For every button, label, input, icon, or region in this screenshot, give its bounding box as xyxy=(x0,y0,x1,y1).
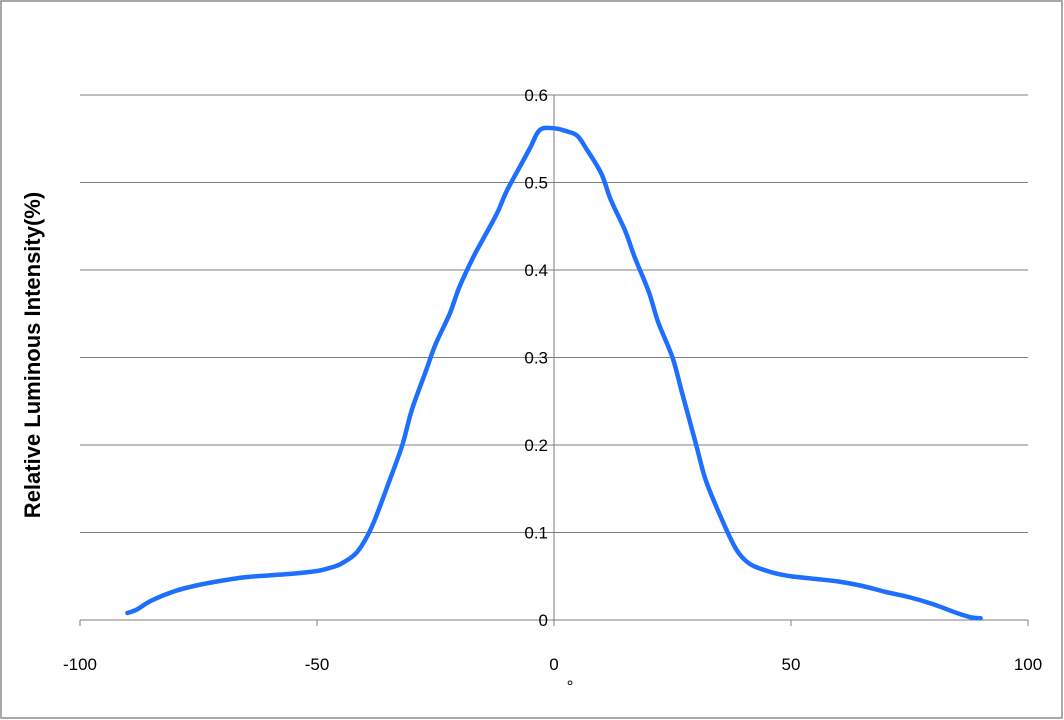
y-tick-label: 0.6 xyxy=(524,86,548,105)
tick-labels: 0 0.1 0.2 0.3 0.4 0.5 0.6 -100 -50 0 50 100 xyxy=(63,86,1042,674)
x-tick-label: 50 xyxy=(782,655,801,674)
y-axis-label: Relative Luminous Intensity(%) xyxy=(20,192,45,518)
series-layer xyxy=(125,125,983,621)
y-tick-label: 0.5 xyxy=(524,174,548,193)
axes xyxy=(79,94,1029,626)
x-tick-label: 0 xyxy=(549,655,558,674)
x-axis-label: ° xyxy=(567,677,574,696)
series-line-0 xyxy=(125,125,983,621)
y-tick-label: 0.1 xyxy=(524,524,548,543)
y-tick-label: 0.3 xyxy=(524,349,548,368)
y-tick-label: 0.2 xyxy=(524,436,548,455)
y-tick-label: 0 xyxy=(539,611,548,630)
y-tick-label: 0.4 xyxy=(524,261,548,280)
x-tick-label: -100 xyxy=(63,655,97,674)
x-tick-label: -50 xyxy=(305,655,330,674)
x-tick-label: 100 xyxy=(1014,655,1042,674)
